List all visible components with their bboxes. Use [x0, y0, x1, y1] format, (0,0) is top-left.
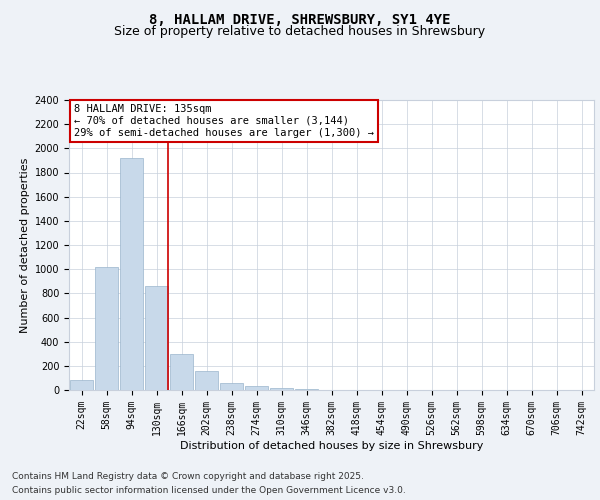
Bar: [295, 389, 318, 390]
Bar: [170, 354, 193, 390]
Bar: [120, 158, 143, 390]
Bar: [270, 388, 293, 390]
Text: Contains public sector information licensed under the Open Government Licence v3: Contains public sector information licen…: [12, 486, 406, 495]
Bar: [195, 372, 218, 390]
Bar: [145, 286, 168, 390]
Text: 8 HALLAM DRIVE: 135sqm
← 70% of detached houses are smaller (3,144)
29% of semi-: 8 HALLAM DRIVE: 135sqm ← 70% of detached…: [74, 104, 374, 138]
Bar: [220, 384, 243, 390]
Text: Contains HM Land Registry data © Crown copyright and database right 2025.: Contains HM Land Registry data © Crown c…: [12, 472, 364, 481]
X-axis label: Distribution of detached houses by size in Shrewsbury: Distribution of detached houses by size …: [180, 440, 483, 450]
Y-axis label: Number of detached properties: Number of detached properties: [20, 158, 31, 332]
Text: Size of property relative to detached houses in Shrewsbury: Size of property relative to detached ho…: [115, 25, 485, 38]
Bar: [95, 267, 118, 390]
Bar: [245, 386, 268, 390]
Text: 8, HALLAM DRIVE, SHREWSBURY, SY1 4YE: 8, HALLAM DRIVE, SHREWSBURY, SY1 4YE: [149, 12, 451, 26]
Bar: [70, 380, 93, 390]
